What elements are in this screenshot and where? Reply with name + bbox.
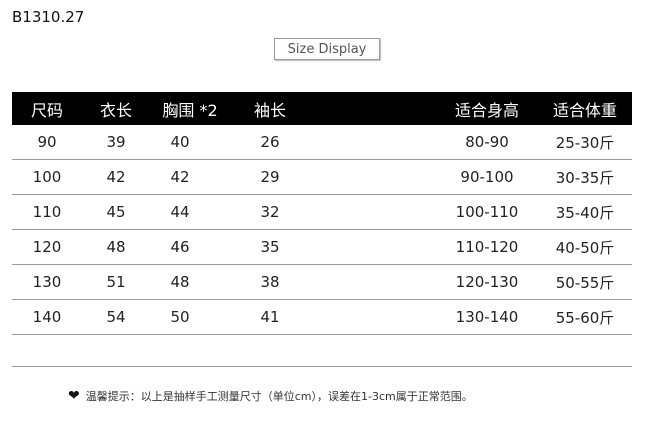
table-cell: 45 — [106, 203, 126, 221]
table-cell: 90-100 — [460, 168, 514, 186]
size-table: 尺码 衣长 胸围 *2 袖长 适合身高 适合体重 90 39 40 26 80-90 25-30斤 1… — [12, 92, 632, 335]
column-header: 衣长 — [99, 100, 133, 120]
column-header: 尺码 — [30, 100, 64, 120]
table-row: 130 51 48 38 120-130 50-55斤 — [12, 265, 632, 300]
table-cell: 110-120 — [455, 238, 519, 256]
table-row: 110 45 44 32 100-110 35-40斤 — [12, 195, 632, 230]
table-cell: 51 — [106, 273, 126, 291]
table-cell: 110 — [32, 203, 62, 221]
table-cell: 38 — [260, 273, 280, 291]
table-cell: 40 — [170, 133, 190, 151]
table-cell: 26 — [260, 133, 280, 151]
table-cell: 39 — [106, 133, 126, 151]
table-cell: 100-110 — [455, 203, 519, 221]
table-cell: 90 — [37, 133, 57, 151]
table-cell: 50-55斤 — [555, 273, 615, 292]
table-cell: 25-30斤 — [555, 133, 615, 152]
table-cell: 130-140 — [455, 308, 519, 326]
table-cell: 40-50斤 — [555, 238, 615, 257]
table-cell: 42 — [106, 168, 126, 186]
table-row: 90 39 40 26 80-90 25-30斤 — [12, 125, 632, 160]
table-cell: 100 — [32, 168, 62, 186]
table-cell: 80-90 — [465, 133, 509, 151]
table-cell: 46 — [170, 238, 190, 256]
table-header: 尺码 衣长 胸围 *2 袖长 适合身高 适合体重 — [12, 92, 632, 125]
table-cell: 55-60斤 — [555, 308, 615, 327]
table-cell: 41 — [260, 308, 280, 326]
table-cell: 120-130 — [455, 273, 519, 291]
table-row: 140 54 50 41 130-140 55-60斤 — [12, 300, 632, 335]
product-code: B1310.27 — [12, 8, 85, 26]
table-cell: 130 — [32, 273, 62, 291]
divider — [12, 366, 632, 367]
table-cell: 30-35斤 — [555, 168, 615, 187]
table-cell: 44 — [170, 203, 190, 221]
size-display-label: Size Display — [274, 38, 380, 60]
column-header: 胸围 *2 — [162, 100, 218, 120]
table-cell: 42 — [170, 168, 190, 186]
table-cell: 50 — [170, 308, 190, 326]
table-row: 120 48 46 35 110-120 40-50斤 — [12, 230, 632, 265]
table-cell: 48 — [170, 273, 190, 291]
table-cell: 54 — [106, 308, 126, 326]
table-cell: 48 — [106, 238, 126, 256]
table-cell: 32 — [260, 203, 280, 221]
column-header: 适合身高 — [454, 100, 520, 120]
table-cell: 29 — [260, 168, 280, 186]
column-header: 适合体重 — [552, 100, 618, 120]
table-cell: 35-40斤 — [555, 203, 615, 222]
heart-icon: ❤ — [68, 388, 80, 404]
table-cell: 35 — [260, 238, 280, 256]
column-header: 袖长 — [253, 100, 287, 120]
table-row: 100 42 42 29 90-100 30-35斤 — [12, 160, 632, 195]
table-cell: 140 — [32, 308, 62, 326]
note-text: 温馨提示：以上是抽样手工测量尺寸（单位cm），误差在1-3cm属于正常范围。 — [85, 390, 473, 403]
table-cell: 120 — [32, 238, 62, 256]
measurement-note: ❤ 温馨提示：以上是抽样手工测量尺寸（单位cm），误差在1-3cm属于正常范围。 — [68, 388, 473, 404]
